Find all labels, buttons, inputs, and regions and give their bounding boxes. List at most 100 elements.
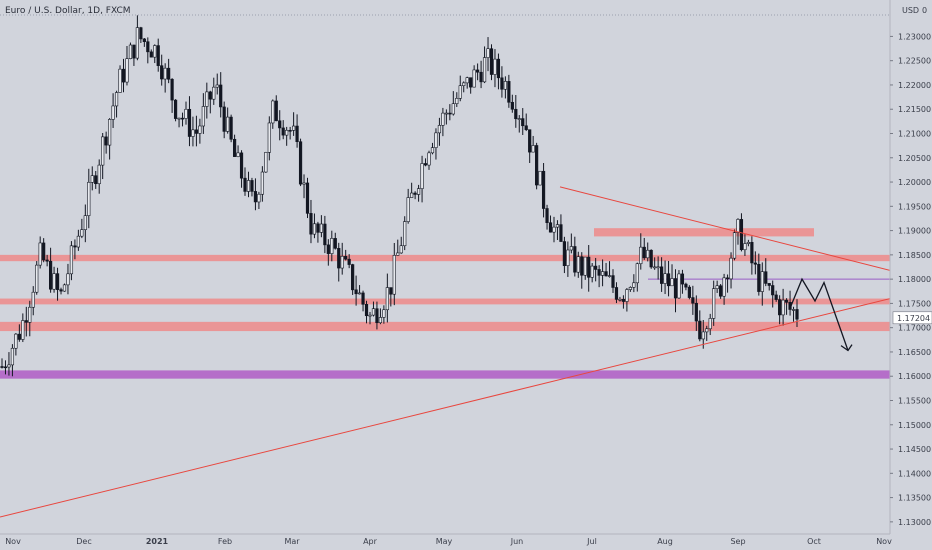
candle-body [635, 263, 639, 284]
y-tick-label: 1.18000 [898, 275, 931, 284]
candle-body [791, 309, 796, 311]
zone-1175 [0, 298, 890, 305]
candle-body [281, 127, 285, 136]
candle-body [680, 273, 685, 285]
candle-body [465, 77, 469, 84]
y-tick-label: 1.19500 [898, 202, 931, 211]
candle-body [458, 85, 462, 99]
candle-body [160, 65, 164, 80]
candle-body [729, 257, 733, 280]
x-tick-label: Feb [218, 537, 232, 546]
candle-body [35, 264, 39, 293]
candle-body [795, 309, 799, 320]
candle-body [239, 152, 244, 179]
candle-body [132, 44, 136, 59]
candle-body [573, 246, 577, 273]
candle-body [410, 192, 414, 198]
candle-body [28, 306, 32, 323]
candle-body [62, 284, 67, 292]
candle-body [236, 152, 240, 157]
candle-body [205, 91, 209, 107]
candle-body [764, 271, 768, 284]
candle-body [285, 129, 289, 136]
candle-body [531, 145, 535, 153]
candle-body [319, 223, 323, 233]
candle-body [663, 273, 667, 284]
candle-body [719, 285, 723, 297]
candle-body [524, 125, 528, 130]
candle-body [31, 291, 35, 308]
candle-body [232, 138, 237, 157]
candle-body [149, 51, 153, 58]
candle-body [486, 48, 490, 58]
candle-body [146, 41, 150, 53]
candle-body [326, 244, 330, 254]
candle-body [611, 275, 615, 288]
candle-body [625, 289, 629, 302]
y-tick-label: 1.21500 [898, 105, 931, 114]
candle-body [83, 215, 87, 230]
candle-body [757, 263, 761, 292]
candle-body [344, 256, 348, 260]
candle-body [260, 171, 264, 195]
candle-body [351, 264, 355, 291]
candle-body [444, 112, 448, 115]
candle-body [177, 117, 181, 120]
candle-body [55, 273, 60, 290]
candle-body [87, 181, 91, 216]
candle-body [142, 38, 146, 43]
candle-body [708, 318, 712, 330]
candle-body [413, 192, 417, 195]
candle-body [403, 221, 407, 247]
y-tick-label: 1.17000 [898, 324, 931, 333]
support-zone-1160 [0, 370, 890, 379]
candle-body [295, 125, 299, 143]
candle-body [774, 294, 778, 300]
y-tick-label: 1.17500 [898, 299, 931, 308]
candle-body [687, 286, 691, 298]
candle-body [628, 287, 632, 290]
candle-body [198, 125, 202, 134]
candle-body [750, 241, 754, 264]
candle-body [493, 58, 497, 75]
candle-body [760, 271, 764, 292]
candle-body [666, 273, 671, 287]
y-tick-label: 1.22000 [898, 81, 931, 90]
candle-body [725, 277, 730, 280]
candle-body [705, 328, 709, 333]
candle-body [656, 266, 660, 269]
candle-body [212, 86, 216, 100]
candle-body [462, 82, 466, 87]
candle-body [562, 241, 567, 267]
x-tick-label: Mar [284, 537, 300, 546]
candle-body [163, 67, 167, 80]
candle-body [49, 260, 53, 290]
candle-body [108, 119, 112, 146]
candle-body [354, 289, 358, 295]
candle-body [576, 256, 580, 273]
candle-body [399, 245, 403, 254]
candle-body [476, 69, 480, 73]
candle-body [597, 269, 601, 276]
y-tick-label: 1.14500 [898, 445, 931, 454]
candle-body [677, 273, 681, 299]
candle-body [375, 308, 379, 324]
x-tick-label: Aug [657, 537, 673, 546]
y-tick-label: 1.21000 [898, 130, 931, 139]
candle-body [469, 77, 473, 88]
candle-body [420, 163, 424, 189]
candle-body [226, 116, 230, 132]
candle-body [201, 106, 205, 127]
candle-body [521, 118, 525, 127]
resistance-zone-1190 [594, 228, 814, 237]
candle-body [406, 197, 410, 222]
candle-body [364, 304, 369, 317]
x-tick-label: 2021 [146, 537, 169, 546]
y-tick-label: 1.13500 [898, 494, 931, 503]
candle-body [215, 84, 219, 88]
last-price-tag [892, 311, 932, 325]
candle-body [660, 266, 664, 284]
y-tick-label: 1.18500 [898, 251, 931, 260]
x-tick-label: Jun [510, 537, 524, 546]
